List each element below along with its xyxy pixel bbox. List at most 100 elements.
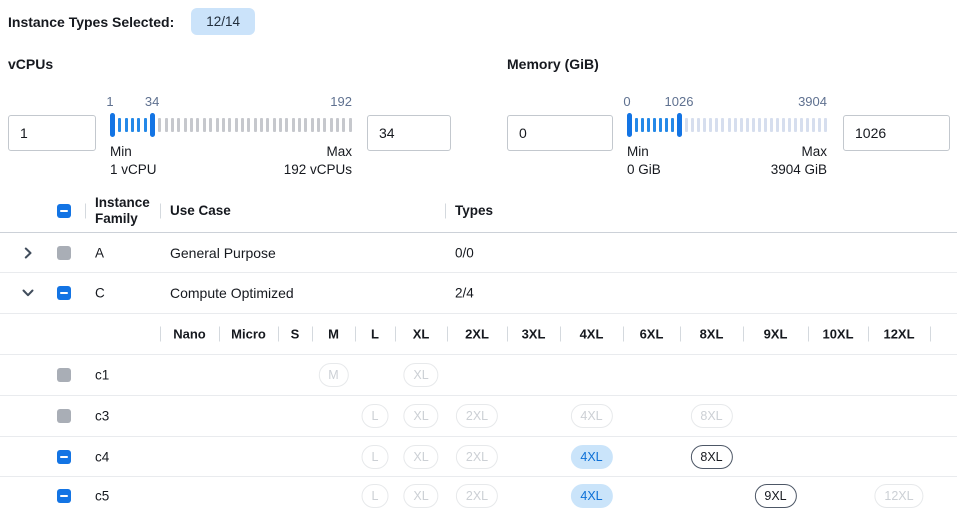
vcpus-min-input[interactable] (8, 115, 96, 151)
slider-tick-out-of-range (234, 118, 238, 132)
slider-track (110, 113, 352, 137)
slider-tick-out-of-range (751, 118, 755, 132)
slider-max-handle[interactable] (150, 113, 156, 137)
slider-min-handle[interactable] (627, 113, 632, 137)
size-pill-xl: XL (403, 404, 439, 428)
size-pill-l: L (361, 444, 389, 469)
slider-tick-out-of-range (787, 118, 791, 132)
slider-tick-in-range (124, 118, 128, 132)
slider-tick-in-range (635, 118, 639, 132)
family-row-c: C Compute Optimized 2/4 (0, 273, 957, 314)
types-count: 2/4 (455, 285, 474, 301)
row-checkbox-disabled[interactable] (57, 245, 71, 260)
slider-scale-label: 1 (106, 94, 114, 109)
column-separator (395, 326, 396, 342)
type-row-c1: c1 M XL (0, 355, 957, 396)
type-row-c5: c5 L XL 2XL 4XL 9XL 12XL (0, 477, 957, 510)
instance-family-table: Instance Family Use Case Types A General … (0, 190, 957, 510)
size-pill-9xl[interactable]: 9XL (754, 484, 797, 508)
memory-range-slider[interactable]: 0 1026 3904 Min 0 GiB Max 3904 GiB (623, 94, 827, 178)
row-checkbox[interactable] (57, 489, 71, 503)
row-checkbox[interactable] (57, 286, 71, 300)
size-pill-8xl[interactable]: 8XL (690, 444, 733, 469)
slider-tick-out-of-range (164, 118, 168, 132)
slider-max-caption-line: Max (326, 144, 352, 159)
slider-tick-out-of-range (691, 118, 695, 132)
size-column-header-9xl: 9XL (763, 326, 788, 342)
column-separator (930, 326, 931, 342)
memory-filter-title: Memory (GiB) (507, 56, 599, 72)
slider-scale-labels: 1 34 192 (106, 94, 352, 109)
slider-tick-out-of-range (703, 118, 707, 132)
slider-scale-label: 192 (330, 94, 352, 109)
row-checkbox[interactable] (57, 449, 71, 464)
size-column-header-2xl: 2XL (465, 326, 489, 342)
slider-scale-labels: 0 1026 3904 (623, 94, 827, 109)
column-separator (278, 326, 279, 342)
column-separator (560, 326, 561, 342)
slider-tick-out-of-range (781, 118, 785, 132)
slider-tick-out-of-range (253, 118, 257, 132)
slider-max-handle[interactable] (677, 113, 683, 137)
size-column-header-8xl: 8XL (699, 326, 724, 342)
slider-tick-in-range (641, 118, 645, 132)
column-separator (808, 326, 809, 342)
select-all-checkbox[interactable] (57, 204, 71, 218)
size-pill-4xl[interactable]: 4XL (570, 444, 613, 469)
slider-tick-in-range (659, 118, 663, 132)
slider-tick-out-of-range (715, 118, 719, 132)
slider-tick-out-of-range (177, 118, 181, 132)
size-pill-4xl[interactable]: 4XL (570, 484, 613, 508)
slider-min-caption-line: Min (110, 144, 132, 159)
slider-captions: Min 1 vCPU Max 192 vCPUs (110, 143, 352, 178)
column-separator (312, 326, 313, 342)
slider-tick-out-of-range (183, 118, 187, 132)
slider-tick-out-of-range (278, 118, 282, 132)
memory-min-input[interactable] (507, 115, 613, 151)
column-header-instance-family: Instance Family (95, 195, 150, 226)
slider-tick-out-of-range (775, 118, 779, 132)
size-column-header-m: M (328, 326, 339, 342)
slider-scale-label: 1026 (664, 94, 694, 109)
vcpus-max-input[interactable] (367, 115, 451, 151)
slider-tick-out-of-range (709, 118, 713, 132)
size-pill-m: M (318, 363, 349, 387)
slider-tick-in-range (118, 118, 122, 132)
slider-tick-in-range (137, 118, 141, 132)
column-separator (447, 326, 448, 342)
slider-max-caption-line: 3904 GiB (770, 161, 827, 177)
instance-type-name: c4 (95, 449, 110, 464)
vcpus-range-slider[interactable]: 1 34 192 Min 1 vCPU Max 192 vCPUs (106, 94, 352, 178)
slider-tick-out-of-range (202, 118, 206, 132)
slider-min-handle[interactable] (110, 113, 115, 137)
size-pill-l: L (361, 404, 389, 428)
slider-scale-label: 3904 (798, 94, 827, 109)
slider-min-caption: Min 1 vCPU (110, 143, 157, 178)
slider-tick-out-of-range (297, 118, 301, 132)
size-column-header-s: S (290, 326, 300, 342)
row-checkbox-disabled[interactable] (57, 409, 71, 423)
chevron-down-icon[interactable] (20, 285, 36, 301)
slider-tick-out-of-range (793, 118, 797, 132)
slider-min-caption-line: 1 vCPU (110, 161, 157, 177)
slider-min-caption-line: 0 GiB (627, 161, 661, 177)
size-pill-2xl: 2XL (455, 404, 499, 428)
slider-tick-out-of-range (196, 118, 200, 132)
column-separator (507, 326, 508, 342)
size-columns-header-row: Nano Micro S M L XL 2XL 3XL 4XL 6XL 8XL 9XL 10XL 12XL (0, 314, 957, 355)
checkbox-indeterminate-dash (60, 455, 68, 458)
slider-tick-in-range (647, 118, 651, 132)
column-separator (85, 203, 86, 219)
slider-tick-out-of-range (272, 118, 276, 132)
column-separator (623, 326, 624, 342)
memory-max-input[interactable] (843, 115, 950, 151)
slider-tick-out-of-range (240, 118, 244, 132)
chevron-right-icon[interactable] (20, 245, 36, 261)
slider-max-caption-line: Max (801, 144, 827, 159)
slider-scale-label: 34 (144, 94, 160, 109)
slider-tick-out-of-range (285, 118, 289, 132)
column-separator (743, 326, 744, 342)
slider-tick-out-of-range (215, 118, 219, 132)
row-checkbox-disabled[interactable] (57, 368, 71, 382)
slider-tick-out-of-range (329, 118, 333, 132)
